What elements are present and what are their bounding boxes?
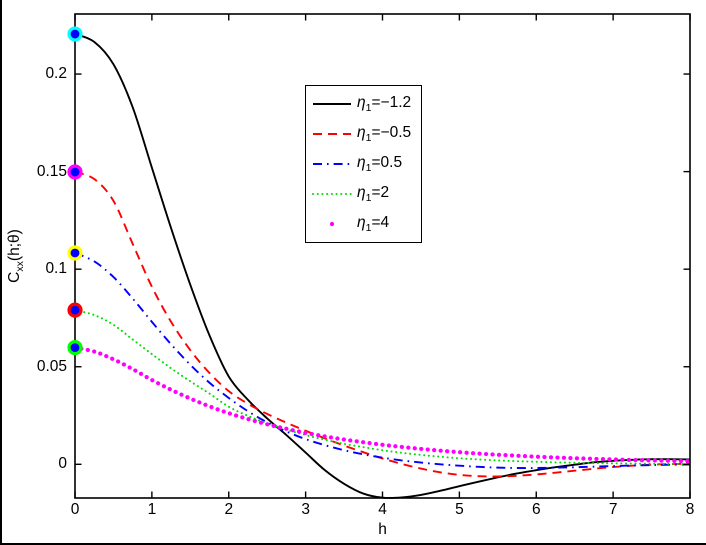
curve-3	[74, 309, 691, 465]
legend-box: η1=−1.2 η1=−0.5 η1=0.5 η1=2 η1=4	[305, 85, 422, 243]
legend-label: η1=2	[357, 183, 390, 205]
legend-sample-dotmarker	[329, 221, 335, 227]
ticks-layer	[74, 14, 691, 498]
y-label-main: C	[6, 271, 23, 283]
start-markers	[67, 26, 83, 356]
x-tick-label: 0	[70, 501, 80, 518]
legend-entry-4: η1=4	[306, 210, 421, 239]
y-tick-label: 0.15	[36, 162, 67, 180]
start-marker-4	[67, 340, 83, 356]
legend-sample-dashdot	[313, 163, 351, 165]
y-label-subscript: xx	[14, 261, 27, 272]
x-tick-label: 3	[301, 501, 310, 518]
legend-entry-3: η1=2	[306, 180, 421, 209]
legend-entry-1: η1=−0.5	[306, 120, 421, 149]
y-tick-label: 0.2	[45, 65, 67, 83]
start-marker-3	[67, 302, 83, 318]
legend-entry-2: η1=0.5	[306, 150, 421, 179]
y-tick-label: 0.05	[36, 357, 67, 375]
start-marker-1	[67, 164, 83, 180]
legend-sample-dotted	[312, 193, 352, 195]
x-tick-label: 1	[147, 501, 157, 518]
legend-label: η1=−0.5	[357, 123, 412, 145]
legend-sample-solid	[313, 103, 351, 105]
y-tick-label: 0	[58, 455, 67, 473]
y-label-args: (h;θ)	[6, 229, 23, 262]
x-tick-label: 2	[224, 501, 234, 518]
legend-sample-dashed	[313, 133, 351, 135]
legend-label: η1=0.5	[357, 153, 403, 175]
legend-label: η1=4	[357, 213, 390, 235]
curve-4	[74, 345, 691, 464]
x-axis-label: h	[378, 521, 387, 538]
start-marker-2	[67, 245, 83, 261]
legend-entry-0: η1=−1.2	[306, 90, 421, 119]
x-tick-label: 6	[531, 501, 541, 518]
legend-label: η1=−1.2	[357, 93, 412, 115]
y-tick-label: 0.1	[45, 260, 67, 278]
x-tick-label: 8	[685, 501, 695, 518]
window-border-bottom	[0, 543, 706, 545]
y-axis-label: Cxx(h;θ)	[6, 193, 28, 319]
x-tick-label: 5	[455, 501, 464, 518]
curve-2	[74, 252, 691, 470]
x-tick-label: 7	[608, 501, 618, 518]
curve-1	[74, 171, 691, 478]
start-marker-0	[67, 26, 83, 42]
window-border-left	[0, 0, 2, 545]
x-tick-label: 4	[378, 501, 387, 518]
